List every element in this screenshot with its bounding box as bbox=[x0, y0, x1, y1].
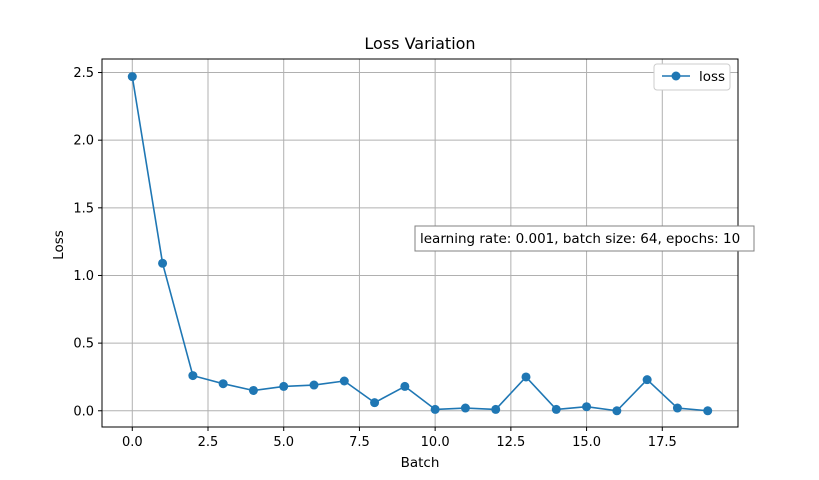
legend-marker-swatch bbox=[671, 71, 681, 81]
grid bbox=[102, 59, 738, 427]
annotation-box: learning rate: 0.001, batch size: 64, ep… bbox=[414, 225, 755, 252]
y-tick-label: 0.0 bbox=[73, 404, 94, 419]
data-point bbox=[491, 404, 501, 414]
data-point bbox=[127, 72, 137, 82]
x-tick-label: 2.5 bbox=[198, 435, 219, 450]
data-point bbox=[188, 371, 198, 381]
data-point bbox=[218, 379, 228, 389]
y-tick-label: 2.0 bbox=[73, 134, 94, 149]
x-tick-label: 10.0 bbox=[421, 435, 450, 450]
data-point bbox=[703, 406, 713, 416]
data-point bbox=[612, 406, 622, 416]
y-tick-label: 1.5 bbox=[73, 201, 94, 216]
data-point bbox=[400, 381, 410, 391]
y-axis-label: Loss bbox=[51, 230, 67, 260]
data-point bbox=[158, 258, 168, 268]
legend-frame bbox=[653, 63, 731, 91]
y-tick-label: 2.5 bbox=[73, 66, 94, 81]
x-tick-label: 15.0 bbox=[572, 435, 601, 450]
y-tick-label: 1.0 bbox=[73, 269, 94, 284]
x-tick-label: 7.5 bbox=[349, 435, 370, 450]
annotation-text: learning rate: 0.001, batch size: 64, ep… bbox=[420, 231, 740, 247]
data-point bbox=[582, 402, 592, 412]
y-tick-label: 0.5 bbox=[73, 337, 94, 352]
x-axis-label: Batch bbox=[401, 455, 440, 471]
data-point bbox=[521, 372, 531, 382]
x-tick-label: 17.5 bbox=[648, 435, 677, 450]
data-point bbox=[248, 385, 258, 395]
series-layer bbox=[127, 72, 713, 416]
data-point bbox=[309, 380, 319, 390]
data-point bbox=[551, 404, 561, 414]
x-tick-label: 0.0 bbox=[122, 435, 143, 450]
axis-ticks: 0.0 2.5 5.0 7.5 10.0 12.5 15.0 17.5 0.0 0.5 1.0 1.5… bbox=[73, 66, 676, 450]
data-point bbox=[370, 398, 380, 408]
data-point bbox=[430, 404, 440, 414]
legend: loss bbox=[653, 63, 731, 91]
x-tick-label: 12.5 bbox=[496, 435, 525, 450]
annotation-frame bbox=[414, 225, 755, 252]
x-tick-label: 5.0 bbox=[273, 435, 294, 450]
data-point bbox=[279, 381, 289, 391]
data-point bbox=[672, 403, 682, 413]
series-line-loss bbox=[131, 76, 708, 412]
data-point bbox=[642, 375, 652, 385]
data-point bbox=[339, 376, 349, 386]
chart-title: Loss Variation bbox=[364, 34, 475, 53]
data-point bbox=[460, 403, 470, 413]
legend-label: loss bbox=[699, 69, 725, 85]
